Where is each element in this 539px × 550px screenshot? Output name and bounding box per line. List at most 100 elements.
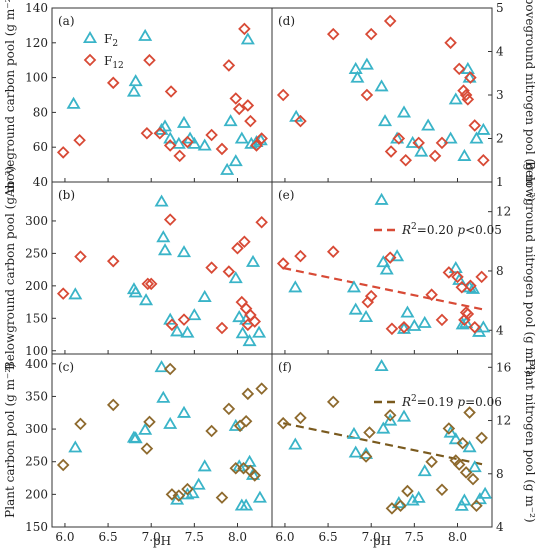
- f2-point: [414, 144, 429, 157]
- f12-point: [383, 408, 397, 422]
- y-tick-label: 100: [25, 344, 48, 358]
- f12-point: [143, 53, 156, 67]
- x-tick-label: 7.5: [185, 530, 204, 544]
- y-axis-label: Aboveground carbon pool (g m⁻²): [3, 0, 17, 198]
- y-tick-label: 4: [496, 45, 504, 59]
- panel-label: (f): [278, 360, 292, 374]
- f2-point: [376, 255, 391, 268]
- f12-point: [248, 315, 262, 328]
- f12-point: [181, 482, 194, 496]
- f12-point: [205, 261, 218, 274]
- panel-label: (a): [58, 14, 75, 28]
- x-tick-label: 6.0: [275, 530, 294, 544]
- f2-point: [417, 315, 432, 328]
- f12-point: [222, 402, 236, 416]
- y-axis-label: Plant carbon pool (g m⁻²): [3, 363, 17, 518]
- f12-point: [239, 414, 253, 428]
- f12-point: [461, 93, 475, 106]
- f2-point: [187, 308, 202, 321]
- panel-e: 4 8 12 Belowground nitrogen pool (g m⁻²) (e)…: [271, 161, 537, 375]
- f2-point: [374, 192, 389, 205]
- f2-point: [346, 280, 361, 293]
- y-tick-label: 12: [496, 205, 511, 219]
- f12-point: [452, 62, 466, 76]
- f12-point: [255, 215, 268, 229]
- f2-point: [396, 105, 412, 118]
- f12-point: [359, 450, 373, 463]
- f2-point: [240, 32, 255, 45]
- f12-point: [326, 395, 340, 409]
- f12-point: [141, 277, 155, 291]
- f12-point: [106, 254, 120, 268]
- f2-point: [180, 325, 195, 338]
- f2-point: [396, 409, 412, 422]
- fit-annotation: R2=0.19 p=0.06: [401, 394, 502, 409]
- f2-point: [228, 154, 243, 167]
- y-tick-label: 2: [496, 132, 504, 146]
- f2-point: [197, 138, 212, 151]
- f2-point: [421, 118, 436, 131]
- f12-point: [363, 426, 376, 439]
- y-tick-label: 140: [25, 1, 48, 15]
- f12-point: [205, 424, 218, 438]
- f12-point: [442, 422, 456, 435]
- f12-point: [442, 266, 456, 279]
- f12-point: [394, 499, 407, 512]
- f2-point: [407, 318, 422, 331]
- f2-point: [460, 61, 475, 74]
- f2-point: [180, 487, 195, 500]
- f12-point: [205, 128, 218, 142]
- f12-point: [401, 484, 414, 498]
- f12-point: [222, 265, 236, 278]
- f12-point: [385, 502, 399, 515]
- f2-point: [346, 426, 361, 439]
- y-tick-label: 8: [496, 264, 504, 278]
- f2-point: [163, 416, 178, 429]
- x-tick-label: 6.0: [55, 530, 74, 544]
- f2-point: [128, 431, 143, 444]
- f2-point: [128, 74, 143, 87]
- y-axis-label: Aboveground nitrogen pool (g m⁻²): [523, 0, 537, 202]
- f2-point: [68, 440, 83, 453]
- y-tick-label: 200: [25, 279, 48, 293]
- panel-label: (d): [278, 14, 295, 28]
- f12-point: [468, 321, 482, 334]
- f2-point: [154, 194, 169, 207]
- y-tick-label: 80: [33, 105, 48, 119]
- f2-point: [154, 360, 169, 373]
- f12-point: [397, 321, 411, 334]
- y-axis-label: Plant nitrogen pool (g m⁻²): [523, 358, 537, 522]
- f12-point: [172, 489, 186, 502]
- f2-point: [411, 490, 426, 503]
- f2-point: [467, 460, 482, 473]
- f2-point: [478, 486, 493, 499]
- f2-point: [191, 477, 206, 490]
- f2-point: [176, 115, 192, 128]
- f12-point: [425, 455, 438, 469]
- f12-point: [238, 235, 251, 248]
- f2-point: [245, 254, 261, 267]
- y-tick-label: 150: [25, 311, 48, 325]
- f12-point: [238, 22, 251, 36]
- f2-point: [443, 131, 458, 144]
- f2-point: [156, 390, 171, 403]
- f12-point: [215, 491, 229, 504]
- f2-point: [176, 405, 192, 418]
- f12-point: [276, 416, 290, 430]
- f2-point: [476, 320, 491, 333]
- f12-point: [475, 270, 488, 284]
- y-tick-label: 350: [25, 389, 48, 403]
- f2-point: [197, 289, 212, 302]
- f12-point: [222, 59, 236, 72]
- f12-point: [165, 318, 179, 332]
- panel-label: (e): [278, 188, 294, 202]
- legend-label-f2: F2: [104, 32, 118, 49]
- f12-point: [444, 36, 457, 50]
- f2-point: [68, 287, 83, 300]
- f12-point: [140, 442, 154, 455]
- fit-annotation: R2=0.20 p<0.05: [401, 222, 502, 237]
- y-tick-label: 100: [25, 71, 48, 85]
- f12-point: [164, 85, 178, 98]
- f2-point: [157, 119, 173, 132]
